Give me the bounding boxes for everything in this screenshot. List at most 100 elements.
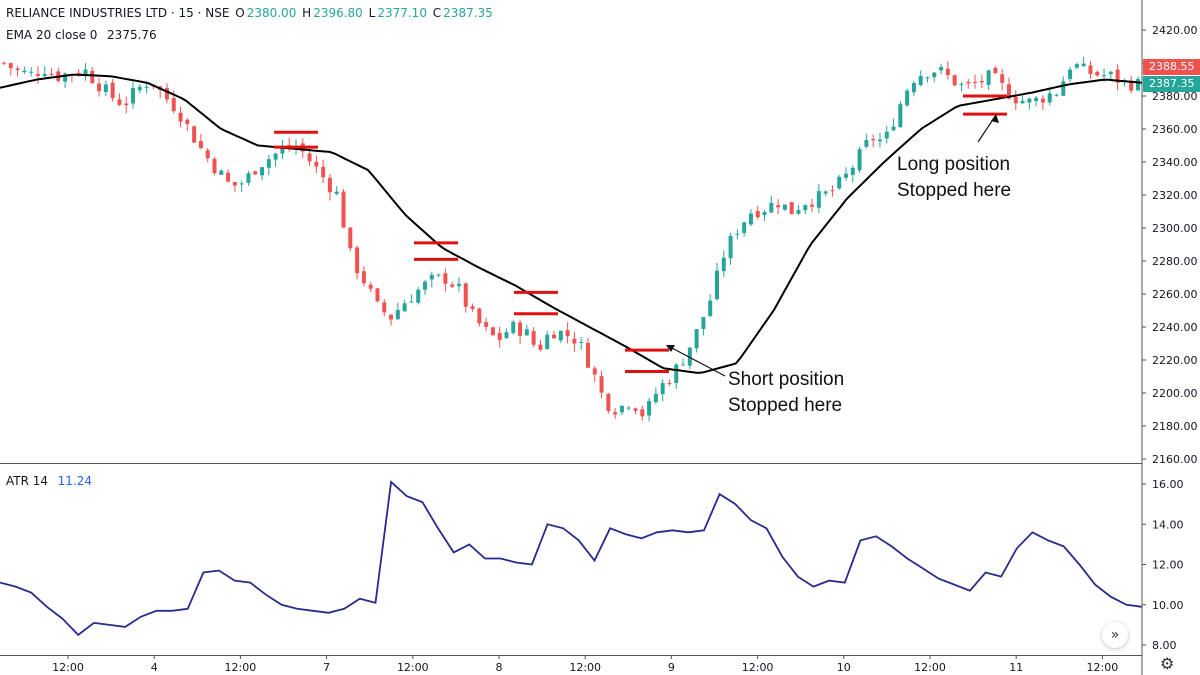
candle-body-down [1129,80,1134,91]
candle-body-down [477,308,482,324]
candle-body-up [986,70,991,85]
candle-body-up [1054,94,1059,96]
candle-body-up [558,330,563,341]
candle-body-up [939,66,944,71]
candle-body-down [253,171,258,175]
settings-gear-icon[interactable]: ⚙ [1160,654,1175,673]
stop-markers-layer [274,94,1007,374]
short-annotation-line2: Stopped here [728,395,843,416]
candle-body-down [1115,69,1120,83]
candle-body-up [1102,75,1107,77]
candle-body-up [857,149,862,171]
high-label: H [302,6,312,20]
atr-value: 11.24 [57,474,93,488]
close-value: 2387.35 [443,6,493,20]
candle-body-down [110,82,115,99]
candle-body-up [864,140,869,147]
candle-body-down [830,190,835,192]
candle-body-up [674,364,679,383]
candle-body-up [1047,93,1052,103]
open-label: O [235,6,245,20]
time-tick-label: 12:00 [225,661,257,674]
candle-body-up [803,205,808,211]
atr-line [0,480,1143,637]
candle-body-down [871,139,876,141]
candle-body-up [22,70,27,73]
candle-body-down [443,273,448,284]
candle-body-down [776,205,781,208]
long-annotation-line1: Long position [897,154,1011,175]
candle-body-up [844,173,849,178]
candle-body-down [205,150,210,159]
candle-body-down [945,68,950,76]
candle-body-up [334,191,339,194]
candle-body-up [436,274,441,276]
candle-body-up [708,300,713,317]
candle-body-up [545,334,550,349]
candle-body-up [137,86,142,91]
candle-body-up [728,235,733,259]
candle-body-up [660,383,665,395]
candle-body-up [402,303,407,312]
candle-body-down [2,62,6,64]
candle-body-up [626,407,631,409]
candle-body-down [314,161,319,167]
short-annotation-line1: Short position [728,369,845,390]
candle-body-down [633,408,638,411]
candle-body-up [884,131,889,139]
candle-body-down [993,67,998,74]
candle-body-up [837,176,842,189]
candle-body-down [1088,65,1093,74]
candle-body-up [409,301,414,303]
candle-body-up [273,153,278,160]
ema-value: 2375.76 [107,28,157,42]
candle-body-up [579,341,584,343]
atr-legend: ATR 14 11.24 [6,474,94,488]
candle-body-down [497,332,502,340]
long-annotation: Long position Stopped here [897,152,1011,204]
candle-body-up [932,72,937,78]
candle-body-up [429,274,434,280]
candle-body-up [694,329,699,349]
ema-line [0,73,1143,374]
candle-body-up [260,167,265,176]
ema-legend: EMA 20 close 0 2375.76 [6,28,159,42]
candle-body-down [518,322,523,336]
candle-body-down [572,338,577,344]
candle-body-down [15,68,20,70]
candle-body-up [219,170,224,175]
candle-body-up [280,147,285,154]
symbol-title: RELIANCE INDUSTRIES LTD · 15 · NSE [6,6,230,20]
price-tick-label: 2180.00 [1152,420,1198,433]
candle-body-up [246,173,251,183]
candle-body-down [192,126,197,143]
candle-body-up [721,257,726,272]
candle-body-up [511,321,516,333]
candle-body-down [450,284,455,287]
candle-body-up [850,167,855,175]
short-annotation: Short position Stopped here [728,367,844,419]
candle-body-up [239,183,244,185]
candle-body-up [762,212,767,216]
candle-body-down [1040,98,1045,103]
candle-body-down [552,334,557,339]
candle-body-down [212,158,217,174]
candle-body-up [681,364,686,366]
candle-body-up [959,83,964,85]
symbol-legend: RELIANCE INDUSTRIES LTD · 15 · NSE O 2380… [6,6,495,20]
scroll-to-realtime-button[interactable]: » [1102,622,1128,648]
price-tick-label: 2300.00 [1152,222,1198,235]
candle-body-up [769,202,774,213]
candle-body-up [911,83,916,93]
candle-body-down [1013,96,1018,104]
candle-body-up [266,159,271,168]
candle-body-down [592,368,597,375]
candle-body-down [966,81,971,84]
candle-body-up [63,73,68,82]
candle-body-down [538,344,543,350]
candle-body-up [83,69,88,76]
candle-body-down [565,330,570,337]
time-tick-label: 7 [323,661,330,674]
candle-body-down [613,412,618,415]
